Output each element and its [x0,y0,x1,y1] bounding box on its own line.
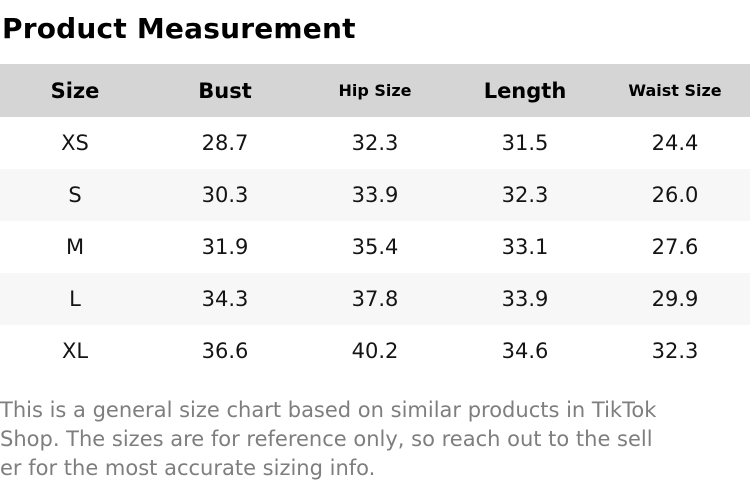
cell-bust: 30.3 [150,169,300,221]
table-row-s: S 30.3 33.9 32.3 26.0 [0,169,750,221]
column-header-hip-size: Hip Size [300,64,450,117]
cell-waist: 32.3 [600,325,750,377]
column-header-waist-size: Waist Size [600,64,750,117]
column-header-length: Length [450,64,600,117]
cell-bust: 34.3 [150,273,300,325]
size-chart-body: XS 28.7 32.3 31.5 24.4 S 30.3 33.9 32.3 … [0,117,750,377]
cell-waist: 27.6 [600,221,750,273]
cell-length: 34.6 [450,325,600,377]
cell-size: L [0,273,150,325]
disclaimer-line: Shop. The sizes are for reference only, … [0,427,653,451]
cell-waist: 24.4 [600,117,750,169]
size-chart-header: Size Bust Hip Size Length Waist Size [0,64,750,117]
cell-bust: 36.6 [150,325,300,377]
cell-length: 32.3 [450,169,600,221]
cell-length: 33.1 [450,221,600,273]
table-row-m: M 31.9 35.4 33.1 27.6 [0,221,750,273]
disclaimer-line: This is a general size chart based on si… [0,398,657,422]
cell-hip: 35.4 [300,221,450,273]
cell-size: M [0,221,150,273]
cell-waist: 29.9 [600,273,750,325]
cell-waist: 26.0 [600,169,750,221]
table-row-xl: XL 36.6 40.2 34.6 32.3 [0,325,750,377]
cell-hip: 40.2 [300,325,450,377]
disclaimer-line: er for the most accurate sizing info. [0,456,376,480]
cell-bust: 31.9 [150,221,300,273]
cell-hip: 32.3 [300,117,450,169]
cell-size: XS [0,117,150,169]
cell-hip: 33.9 [300,169,450,221]
table-row-xs: XS 28.7 32.3 31.5 24.4 [0,117,750,169]
header-row: Size Bust Hip Size Length Waist Size [0,64,750,117]
cell-length: 33.9 [450,273,600,325]
page-title: Product Measurement [2,12,356,45]
table-row-l: L 34.3 37.8 33.9 29.9 [0,273,750,325]
cell-size: S [0,169,150,221]
cell-length: 31.5 [450,117,600,169]
cell-bust: 28.7 [150,117,300,169]
size-chart-table: Size Bust Hip Size Length Waist Size XS … [0,64,750,377]
column-header-bust: Bust [150,64,300,117]
cell-size: XL [0,325,150,377]
size-chart-disclaimer: This is a general size chart based on si… [0,396,750,483]
cell-hip: 37.8 [300,273,450,325]
column-header-size: Size [0,64,150,117]
